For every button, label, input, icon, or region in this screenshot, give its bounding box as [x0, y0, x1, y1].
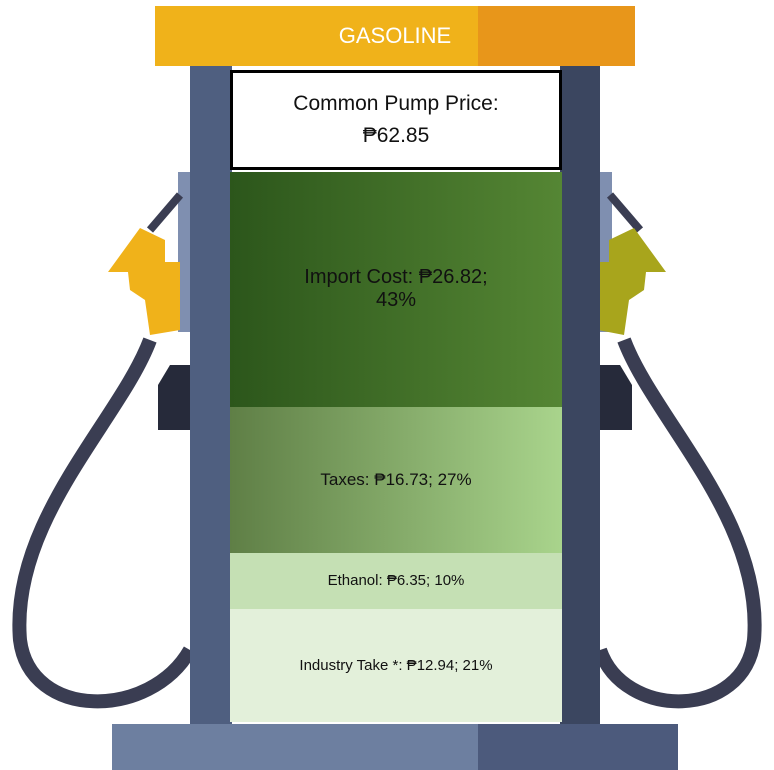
segment-label: Industry Take *: ₱12.94; 21%: [299, 656, 493, 674]
banner-right: [478, 6, 635, 66]
left-mount: [178, 172, 192, 332]
right-nozzle: [598, 228, 666, 335]
left-nozzle: [108, 228, 180, 335]
right-hose: [593, 337, 762, 709]
right-nozzle-pipe: [606, 192, 644, 233]
left-holster: [158, 365, 190, 430]
title: GASOLINE: [338, 23, 452, 48]
segment-label: Ethanol: ₱6.35; 10%: [327, 572, 465, 590]
base-left: [112, 724, 478, 770]
banner-left: [155, 6, 478, 66]
segment: Industry Take *: ₱12.94; 21%: [230, 608, 562, 722]
segment: Import Cost: ₱26.82; 43%: [230, 172, 562, 407]
segment-label: Taxes: ₱16.73; 27%: [320, 469, 472, 489]
price-box: Common Pump Price: ₱62.85: [230, 70, 562, 170]
segment: Ethanol: ₱6.35; 10%: [230, 553, 562, 609]
right-column: [560, 60, 600, 728]
left-column: [190, 60, 232, 728]
left-hose: [12, 337, 197, 709]
price-value: ₱62.85: [362, 124, 430, 147]
price-label: Common Pump Price:: [293, 92, 499, 115]
segment: Taxes: ₱16.73; 27%: [230, 406, 562, 554]
left-nozzle-pipe: [146, 192, 184, 233]
segment-label: Import Cost: ₱26.82; 43%: [304, 266, 488, 312]
right-holster: [600, 365, 632, 430]
base-right: [478, 724, 678, 770]
